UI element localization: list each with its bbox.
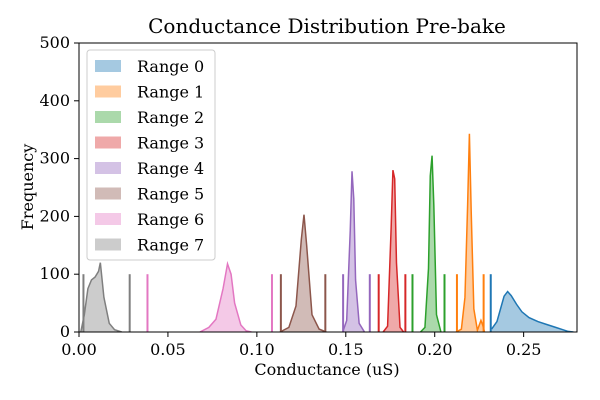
- legend-label-3: Range 3: [137, 134, 204, 153]
- range-0-kde-line: [491, 290, 574, 332]
- y-tick-label: 100: [39, 264, 70, 283]
- x-axis-title: Conductance (uS): [254, 360, 399, 379]
- legend-label-4: Range 4: [137, 159, 204, 178]
- legend-swatch-5: [95, 187, 121, 200]
- legend-swatch-6: [95, 213, 121, 225]
- range-4-kde-line: [342, 171, 366, 332]
- chart-title: Conductance Distribution Pre-bake: [148, 14, 506, 38]
- range-1-kde-line: [455, 133, 486, 332]
- range-2-kde-line: [419, 155, 442, 332]
- legend-box: [86, 49, 216, 261]
- x-axis: 0.00 0.05 0.10 0.15 0.20 0.25: [61, 332, 541, 359]
- x-tick-label: 0.15: [328, 340, 364, 359]
- x-tick-label: 0.25: [506, 340, 542, 359]
- range-5-kde-line: [279, 214, 327, 332]
- plot-area: [80, 133, 574, 332]
- legend-swatch-7: [95, 238, 121, 251]
- legend-label-7: Range 7: [137, 236, 204, 255]
- legend-swatch-4: [95, 162, 121, 174]
- x-tick-label: 0.20: [417, 340, 453, 359]
- legend-swatch-0: [95, 60, 121, 72]
- legend-swatch-1: [95, 85, 121, 98]
- legend-label-1: Range 1: [137, 83, 204, 102]
- y-axis: 0 100 200 300 400 500: [39, 33, 79, 341]
- range-0-histogram: [491, 291, 574, 332]
- legend-swatch-3: [95, 136, 121, 149]
- legend-swatch-2: [95, 111, 121, 123]
- x-tick-label: 0.05: [150, 340, 186, 359]
- y-tick-label: 500: [39, 33, 70, 52]
- range-3-kde-line: [382, 170, 405, 332]
- range-5-histogram: [279, 214, 327, 332]
- range-7-histogram: [80, 262, 122, 332]
- y-tick-label: 200: [39, 206, 70, 225]
- y-tick-label: 400: [39, 91, 70, 110]
- range-6-kde-line: [199, 260, 252, 332]
- y-tick-label: 0: [60, 322, 70, 341]
- x-tick-label: 0.00: [61, 340, 97, 359]
- y-tick-label: 300: [39, 149, 70, 168]
- legend-label-6: Range 6: [137, 210, 204, 229]
- range-7-kde-line: [80, 262, 122, 332]
- range-1-histogram: [456, 133, 485, 332]
- plot-frame: [78, 42, 578, 333]
- x-tick-label: 0.10: [239, 340, 275, 359]
- y-axis-title: Frequency: [18, 144, 37, 231]
- legend: Range 0 Range 1 Range 2 Range 3 Range 4 Range…: [86, 49, 216, 261]
- range-3-histogram: [383, 170, 404, 332]
- range-6-histogram: [199, 263, 252, 332]
- legend-label-5: Range 5: [137, 185, 204, 204]
- legend-label-0: Range 0: [137, 57, 204, 76]
- legend-label-2: Range 2: [137, 108, 204, 127]
